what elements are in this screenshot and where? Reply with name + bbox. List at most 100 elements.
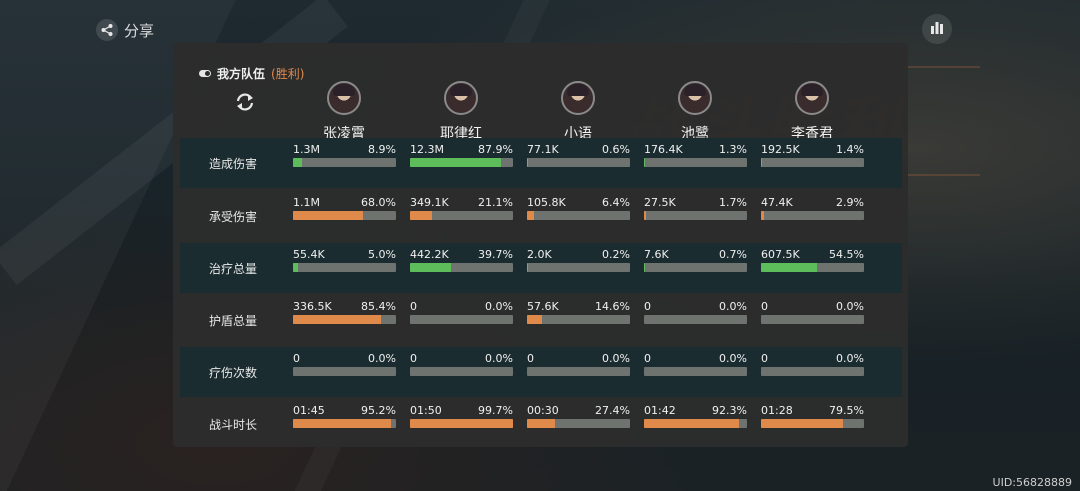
stat-percent: 0.6% [602, 143, 630, 156]
stat-percent: 27.4% [595, 404, 630, 417]
stat-value: 27.5K [644, 196, 676, 209]
stat-cell: 55.4K 5.0% [293, 248, 396, 278]
character-column-3[interactable]: 小语 [523, 81, 633, 143]
stat-bar [410, 211, 513, 220]
stat-bar-fill [410, 263, 451, 272]
stat-bar [644, 419, 747, 428]
stat-bar [293, 263, 396, 272]
stat-percent: 79.5% [829, 404, 864, 417]
stat-percent: 0.2% [602, 248, 630, 261]
stat-bar [293, 419, 396, 428]
stat-percent: 0.0% [836, 352, 864, 365]
stat-percent: 0.0% [368, 352, 396, 365]
character-avatar[interactable] [678, 81, 712, 115]
stat-bar-fill [644, 263, 645, 272]
stat-value: 607.5K [761, 248, 800, 261]
stat-bar [527, 419, 630, 428]
stat-value: 55.4K [293, 248, 325, 261]
stat-percent: 0.0% [485, 300, 513, 313]
share-button[interactable]: 分享 [96, 18, 154, 42]
stat-bar [761, 263, 864, 272]
character-column-1[interactable]: 张凌霄 [289, 81, 399, 143]
stat-bar [527, 211, 630, 220]
stat-bar [644, 158, 747, 167]
stat-percent: 8.9% [368, 143, 396, 156]
stat-percent: 0.0% [836, 300, 864, 313]
stat-value: 47.4K [761, 196, 793, 209]
stat-bar [293, 158, 396, 167]
stat-bar-fill [410, 419, 513, 428]
stat-label: 承受伤害 [208, 210, 257, 224]
stat-cell: 0 0.0% [410, 352, 513, 382]
toggle-icon[interactable] [199, 70, 211, 77]
character-column-2[interactable]: 耶律红 [406, 81, 516, 143]
stat-row: 疗伤次数 0 0.0% 0 0.0% 0 0.0% 0 0.0% 0 0.0% [180, 347, 902, 397]
stat-value: 2.0K [527, 248, 552, 261]
stat-bar [293, 315, 396, 324]
stat-bar-fill [293, 211, 364, 220]
stat-value: 0 [644, 352, 651, 365]
stat-label: 治疗总量 [208, 262, 257, 276]
stat-value: 192.5K [761, 143, 800, 156]
stat-cell: 01:28 79.5% [761, 404, 864, 434]
stat-bar [761, 315, 864, 324]
stat-bar-fill [410, 158, 501, 167]
stat-cell: 7.6K 0.7% [644, 248, 747, 278]
stat-value: 442.2K [410, 248, 449, 261]
stat-value: 1.1M [293, 196, 320, 209]
stat-bar-fill [293, 263, 299, 272]
stat-bar [410, 263, 513, 272]
character-avatar[interactable] [444, 81, 478, 115]
stat-bar-fill [761, 158, 763, 167]
stat-percent: 1.7% [719, 196, 747, 209]
stat-bar [293, 211, 396, 220]
stat-bar-fill [644, 419, 740, 428]
stat-cell: 105.8K 6.4% [527, 196, 630, 226]
stat-value: 349.1K [410, 196, 449, 209]
character-avatar[interactable] [327, 81, 361, 115]
stat-row: 造成伤害 1.3M 8.9% 12.3M 87.9% 77.1K 0.6% 176.4K 1.3… [180, 138, 902, 188]
stat-cell: 0 0.0% [644, 300, 747, 330]
stat-percent: 0.7% [719, 248, 747, 261]
stat-value: 01:42 [644, 404, 676, 417]
stats-toggle-button[interactable] [922, 14, 952, 44]
character-avatar[interactable] [795, 81, 829, 115]
stat-bar-fill [293, 315, 381, 324]
stat-value: 1.3M [293, 143, 320, 156]
stat-bar-fill [644, 158, 646, 167]
stat-cell: 57.6K 14.6% [527, 300, 630, 330]
stat-bar-fill [527, 158, 528, 167]
character-column-5[interactable]: 李香君 [757, 81, 867, 143]
stat-value: 0 [527, 352, 534, 365]
stat-value: 0 [644, 300, 651, 313]
stat-value: 57.6K [527, 300, 559, 313]
stat-percent: 1.3% [719, 143, 747, 156]
share-icon [96, 19, 118, 41]
share-label: 分享 [124, 21, 155, 40]
stat-percent: 39.7% [478, 248, 513, 261]
character-column-4[interactable]: 池鹭 [640, 81, 750, 143]
stat-cell: 176.4K 1.3% [644, 143, 747, 173]
stat-row: 治疗总量 55.4K 5.0% 442.2K 39.7% 2.0K 0.2% 7.6K 0.7%… [180, 243, 902, 293]
stat-value: 7.6K [644, 248, 669, 261]
stat-row: 承受伤害 1.1M 68.0% 349.1K 21.1% 105.8K 6.4% 27.5K 1… [180, 191, 902, 241]
stat-value: 01:50 [410, 404, 442, 417]
stat-value: 105.8K [527, 196, 566, 209]
battle-stats-panel: 我方队伍 (胜利) 张凌霄 耶律红 小语 池鹭 李香君 造成伤害 1.3M 8.9% 12.3… [173, 43, 908, 447]
stat-bar [527, 263, 630, 272]
stat-label: 疗伤次数 [208, 366, 257, 380]
stat-cell: 1.3M 8.9% [293, 143, 396, 173]
stat-percent: 99.7% [478, 404, 513, 417]
stat-label: 战斗时长 [208, 418, 257, 432]
stat-cell: 27.5K 1.7% [644, 196, 747, 226]
stat-value: 77.1K [527, 143, 559, 156]
stat-percent: 1.4% [836, 143, 864, 156]
stat-cell: 192.5K 1.4% [761, 143, 864, 173]
character-avatar[interactable] [561, 81, 595, 115]
stat-bar [293, 367, 396, 376]
stat-bar [761, 367, 864, 376]
team-result: (胜利) [271, 67, 305, 81]
stat-percent: 0.0% [485, 352, 513, 365]
refresh-button[interactable] [233, 90, 257, 114]
stat-bar [644, 315, 747, 324]
